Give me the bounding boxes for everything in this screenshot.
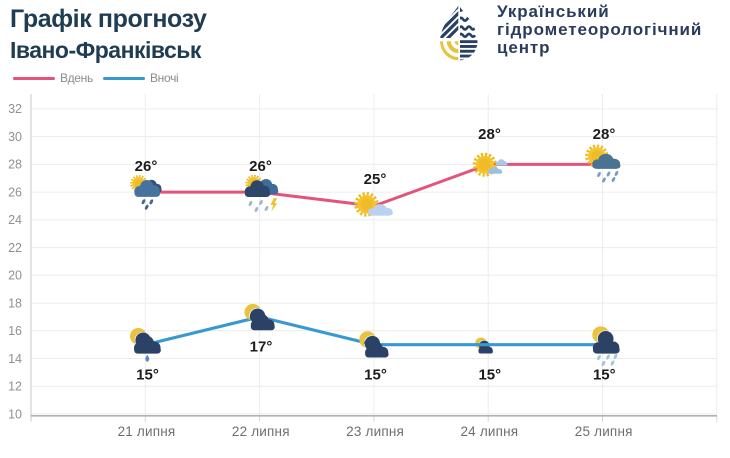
svg-text:17°: 17° xyxy=(250,339,273,356)
svg-text:15°: 15° xyxy=(593,367,616,384)
svg-text:25°: 25° xyxy=(364,171,387,188)
svg-text:22 липня: 22 липня xyxy=(232,424,290,439)
svg-text:32: 32 xyxy=(8,102,22,116)
svg-text:15°: 15° xyxy=(136,367,159,384)
svg-text:21 липня: 21 липня xyxy=(118,424,176,439)
svg-text:14: 14 xyxy=(8,352,22,366)
svg-text:28: 28 xyxy=(8,158,22,172)
svg-text:23 липня: 23 липня xyxy=(346,424,404,439)
svg-text:18: 18 xyxy=(8,296,22,310)
svg-text:26°: 26° xyxy=(135,158,158,175)
svg-text:28°: 28° xyxy=(593,126,616,143)
svg-text:15°: 15° xyxy=(478,367,501,384)
svg-text:22: 22 xyxy=(8,241,22,255)
svg-text:12: 12 xyxy=(8,380,22,394)
svg-text:16: 16 xyxy=(8,324,22,338)
svg-text:10: 10 xyxy=(8,407,22,421)
svg-text:25 липня: 25 липня xyxy=(575,424,633,439)
svg-text:26°: 26° xyxy=(249,158,272,175)
svg-text:24 липня: 24 липня xyxy=(460,424,518,439)
svg-text:28°: 28° xyxy=(478,126,501,143)
svg-text:26: 26 xyxy=(8,185,22,199)
svg-text:15°: 15° xyxy=(364,367,387,384)
svg-text:24: 24 xyxy=(8,213,22,227)
svg-text:30: 30 xyxy=(8,130,22,144)
svg-text:20: 20 xyxy=(8,269,22,283)
